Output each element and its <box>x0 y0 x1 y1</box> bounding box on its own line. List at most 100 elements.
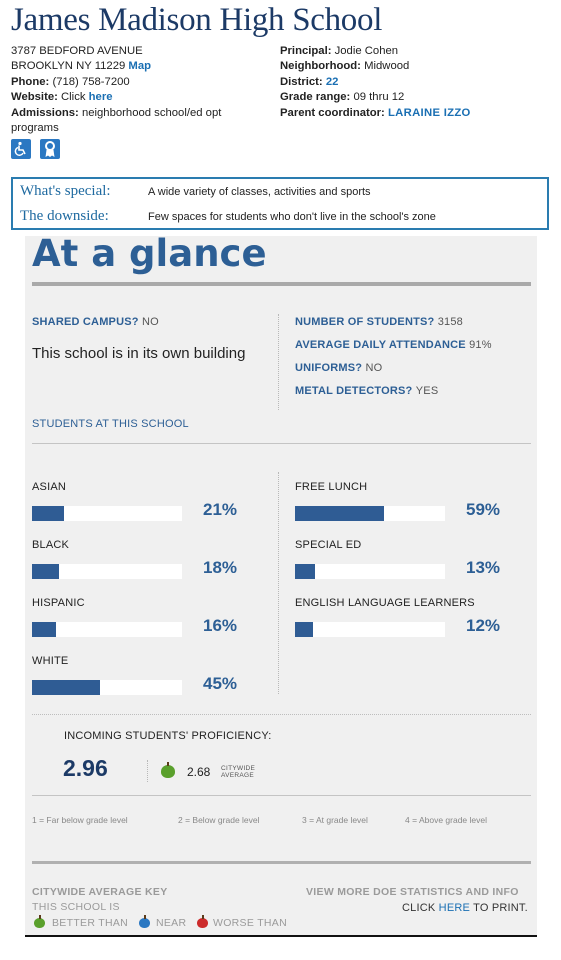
demo-label-ell: ENGLISH LANGUAGE LEARNERS <box>295 597 475 609</box>
uniforms-label: UNIFORMS? <box>295 362 363 374</box>
green-apple-key-icon <box>34 915 45 928</box>
neighborhood-row: Neighborhood: Midwood <box>280 59 555 74</box>
bar-fill-white <box>32 680 100 695</box>
proficiency-divider-dots <box>147 760 148 782</box>
citywide-value: 2.68 <box>187 765 211 779</box>
principal-label: Principal: <box>280 45 332 57</box>
bar-track-free-lunch <box>295 506 445 521</box>
print-prefix: CLICK <box>402 902 436 914</box>
bar-fill-hispanic <box>32 622 56 637</box>
bar-fill-black <box>32 564 59 579</box>
students-value: 3158 <box>437 316 464 328</box>
demo-label-free-lunch: FREE LUNCH <box>295 481 368 493</box>
students-label: NUMBER OF STUDENTS? <box>295 316 435 328</box>
address-line-2-row: BROOKLYN NY 11229 Map <box>11 59 271 74</box>
students-at-school-heading: STUDENTS AT THIS SCHOOL <box>32 418 189 430</box>
scale-2: 2 = Below grade level <box>178 815 260 825</box>
proficiency-label: INCOMING STUDENTS' PROFICIENCY: <box>64 730 272 742</box>
special-box: What's special: A wide variety of classe… <box>11 177 549 230</box>
green-apple-icon <box>161 762 175 778</box>
shared-campus: SHARED CAMPUS? NO <box>32 316 159 328</box>
map-link[interactable]: Map <box>128 60 152 73</box>
district-row: District: 22 <box>280 75 555 90</box>
neighborhood-label: Neighborhood: <box>280 60 361 73</box>
website-link[interactable]: here <box>88 91 113 104</box>
special-row: What's special: A wide variety of classe… <box>20 183 371 200</box>
print-link[interactable]: HERE <box>438 902 471 914</box>
number-of-students: NUMBER OF STUDENTS? 3158 <box>295 316 463 328</box>
pct-ell: 12% <box>466 616 501 635</box>
demo-label-white: WHITE <box>32 655 69 667</box>
bar-track-special-ed <box>295 564 445 579</box>
school-name: James Madison High School <box>11 2 383 38</box>
view-more-statistics-link[interactable]: VIEW MORE DOE STATISTICS AND INFO <box>306 886 519 898</box>
accessibility-icons <box>11 139 60 159</box>
daily-attendance: AVERAGE DAILY ATTENDANCE 91% <box>295 339 492 351</box>
citywide-caption: CITYWIDE AVERAGE <box>221 765 255 779</box>
panel-bottom-rule <box>25 935 537 937</box>
website-row: Website: Click here <box>11 90 271 105</box>
coordinator-row: Parent coordinator: LARAINE IZZO <box>280 106 555 121</box>
shared-campus-value: NO <box>141 316 159 328</box>
award-ribbon-icon <box>40 139 60 159</box>
downside-label: The downside: <box>20 208 109 224</box>
demo-label-special-ed: SPECIAL ED <box>295 539 362 551</box>
column-divider-demographics <box>278 472 279 694</box>
campus-note: This school is in its own building <box>32 345 246 362</box>
bar-track-hispanic <box>32 622 182 637</box>
downside-row: The downside: Few spaces for students wh… <box>20 208 436 225</box>
key-subtitle: THIS SCHOOL IS <box>32 901 120 913</box>
metal-detectors: METAL DETECTORS? YES <box>295 385 438 397</box>
special-label: What's special: <box>20 183 111 199</box>
admissions-value: neighborhood school/ed opt programs <box>11 106 222 135</box>
downside-text: Few spaces for students who don't live i… <box>148 211 436 223</box>
coordinator-label: Parent coordinator: <box>280 106 385 119</box>
bar-fill-free-lunch <box>295 506 384 521</box>
phone-row: Phone: (718) 758-7200 <box>11 75 271 90</box>
scale-3: 3 = At grade level <box>302 815 368 825</box>
blue-apple-key-icon <box>139 915 150 928</box>
print-suffix: TO PRINT. <box>473 902 528 914</box>
column-divider-top <box>278 314 279 410</box>
district-link[interactable]: 22 <box>325 75 339 88</box>
key-title: CITYWIDE AVERAGE KEY <box>32 886 168 898</box>
pct-free-lunch: 59% <box>466 500 501 519</box>
demographics-divider <box>32 443 531 444</box>
admissions-row: Admissions: neighborhood school/ed opt p… <box>11 106 271 137</box>
school-info-right: Principal: Jodie Cohen Neighborhood: Mid… <box>280 44 555 121</box>
key-near: NEAR <box>156 917 187 929</box>
demo-label-black: BLACK <box>32 539 70 551</box>
citywide-caption-line-2: AVERAGE <box>221 772 255 779</box>
key-better: BETTER THAN <box>52 917 129 929</box>
district-label: District: <box>280 75 323 88</box>
citywide-caption-line-1: CITYWIDE <box>221 765 256 772</box>
admissions-label: Admissions: <box>11 106 79 119</box>
pct-white: 45% <box>203 674 238 693</box>
wheelchair-access-icon <box>11 139 31 159</box>
shared-campus-label: SHARED CAMPUS? <box>32 316 139 328</box>
special-text: A wide variety of classes, activities an… <box>148 186 371 198</box>
neighborhood-value: Midwood <box>364 60 410 73</box>
scale-4: 4 = Above grade level <box>405 815 487 825</box>
scale-divider <box>32 795 531 796</box>
bar-track-white <box>32 680 182 695</box>
principal-row: Principal: Jodie Cohen <box>280 44 555 59</box>
glance-title: At a glance <box>32 232 267 275</box>
proficiency-value: 2.96 <box>63 755 108 781</box>
website-label: Website: <box>11 91 58 104</box>
metal-label: METAL DETECTORS? <box>295 385 413 397</box>
principal-value: Jodie Cohen <box>334 45 399 57</box>
attendance-label: AVERAGE DAILY ATTENDANCE <box>295 339 466 351</box>
bar-fill-asian <box>32 506 64 521</box>
print-line: CLICK HERE TO PRINT. <box>402 902 528 914</box>
key-worse: WORSE THAN <box>213 917 287 929</box>
phone-value: (718) 758-7200 <box>52 75 130 88</box>
coordinator-link[interactable]: LARAINE IZZO <box>387 106 471 119</box>
attendance-value: 91% <box>469 339 492 351</box>
pct-black: 18% <box>203 558 238 577</box>
address-line-2: BROOKLYN NY 11229 <box>11 60 126 73</box>
pct-asian: 21% <box>203 500 238 519</box>
demo-label-hispanic: HISPANIC <box>32 597 85 609</box>
demo-label-asian: ASIAN <box>32 481 67 493</box>
metal-value: YES <box>415 385 439 397</box>
